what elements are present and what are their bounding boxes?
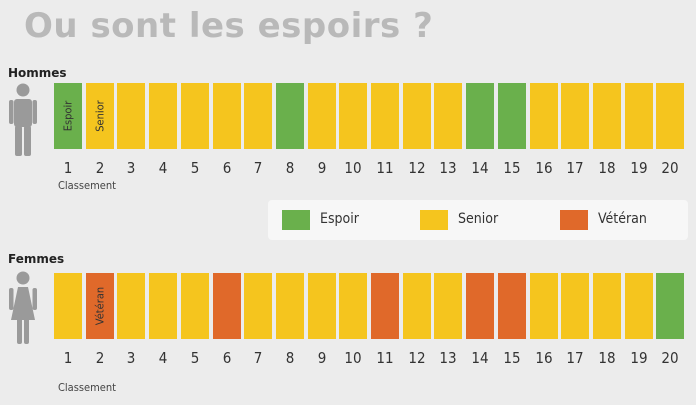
axis-label-femmes: Classement xyxy=(58,381,117,394)
rank-label-femmes-13: 13 xyxy=(439,349,457,367)
rank-box-hommes-17 xyxy=(561,83,589,149)
rank-label-hommes-13: 13 xyxy=(439,159,457,177)
rank-box-femmes-7 xyxy=(244,273,272,339)
rank-box-femmes-19 xyxy=(625,273,653,339)
rank-label-femmes-2: 2 xyxy=(95,349,105,367)
rank-label-femmes-17: 17 xyxy=(566,349,584,367)
rank-label-hommes-7: 7 xyxy=(253,159,263,177)
man-icon xyxy=(9,83,37,156)
rank-label-femmes-14: 14 xyxy=(471,349,489,367)
rank-box-femmes-15 xyxy=(498,273,526,339)
rank-box-femmes-11 xyxy=(371,273,399,339)
femmes-grid: 1 Vétéran 2 3 4 5 6 7 8 9 10 11 12 13 14 15 16 17 18 19 20 xyxy=(54,273,688,383)
rank-label-hommes-16: 16 xyxy=(535,159,553,177)
rank-box-hommes-13 xyxy=(434,83,462,149)
rank-box-hommes-15 xyxy=(498,83,526,149)
rank-box-hommes-6 xyxy=(213,83,241,149)
rank-box-femmes-20 xyxy=(656,273,684,339)
rank-label-hommes-17: 17 xyxy=(566,159,584,177)
group-label-femmes: Femmes xyxy=(8,252,65,266)
rank-label-hommes-19: 19 xyxy=(630,159,648,177)
rank-box-hommes-19 xyxy=(625,83,653,149)
rank-box-hommes-9 xyxy=(308,83,336,149)
rank-label-hommes-4: 4 xyxy=(158,159,168,177)
rank-box-hommes-8 xyxy=(276,83,304,149)
rank-label-hommes-3: 3 xyxy=(126,159,136,177)
rank-label-femmes-12: 12 xyxy=(408,349,426,367)
rank-label-femmes-19: 19 xyxy=(630,349,648,367)
rank-box-hommes-4 xyxy=(149,83,177,149)
woman-icon xyxy=(9,271,37,344)
rank-label-hommes-9: 9 xyxy=(317,159,327,177)
rank-label-femmes-15: 15 xyxy=(503,349,521,367)
legend: Espoir Senior Vétéran xyxy=(268,200,688,240)
rank-box-hommes-12 xyxy=(403,83,431,149)
rank-label-hommes-2: 2 xyxy=(95,159,105,177)
rank-box-femmes-10 xyxy=(339,273,367,339)
axis-label-hommes: Classement xyxy=(58,179,117,192)
rank-box-femmes-12 xyxy=(403,273,431,339)
rank-label-femmes-7: 7 xyxy=(253,349,263,367)
legend-swatch-espoir xyxy=(282,210,310,230)
rank-box-hommes-5 xyxy=(181,83,209,149)
rank-box-hommes-18 xyxy=(593,83,621,149)
chart-title: Ou sont les espoirs ? xyxy=(24,6,434,46)
rank-box-hommes-2: Senior xyxy=(86,83,114,149)
rank-label-hommes-18: 18 xyxy=(598,159,616,177)
rank-label-femmes-18: 18 xyxy=(598,349,616,367)
rank-box-hommes-3 xyxy=(117,83,145,149)
legend-label-senior: Senior xyxy=(458,211,499,227)
rank-box-femmes-14 xyxy=(466,273,494,339)
rank-label-femmes-16: 16 xyxy=(535,349,553,367)
rank-box-hommes-20 xyxy=(656,83,684,149)
rank-box-hommes-11 xyxy=(371,83,399,149)
rank-label-femmes-1: 1 xyxy=(63,349,73,367)
rank-box-femmes-17 xyxy=(561,273,589,339)
rank-label-femmes-4: 4 xyxy=(158,349,168,367)
rank-box-femmes-1 xyxy=(54,273,82,339)
group-label-hommes: Hommes xyxy=(8,66,67,80)
rank-label-hommes-15: 15 xyxy=(503,159,521,177)
rank-box-femmes-16 xyxy=(530,273,558,339)
legend-swatch-senior xyxy=(420,210,448,230)
rank-box-femmes-13 xyxy=(434,273,462,339)
rank-label-hommes-6: 6 xyxy=(222,159,232,177)
rank-label-femmes-5: 5 xyxy=(190,349,200,367)
rank-box-femmes-3 xyxy=(117,273,145,339)
rank-label-hommes-5: 5 xyxy=(190,159,200,177)
rank-label-hommes-14: 14 xyxy=(471,159,489,177)
rank-box-hommes-14 xyxy=(466,83,494,149)
rank-label-hommes-11: 11 xyxy=(376,159,394,177)
hommes-grid: Espoir 1 Senior 2 3 4 5 6 7 8 9 10 11 12 13 14 15 16 17 18 1… xyxy=(54,83,688,193)
rank-box-hommes-16 xyxy=(530,83,558,149)
rank-box-femmes-9 xyxy=(308,273,336,339)
rank-box-femmes-6 xyxy=(213,273,241,339)
rank-box-femmes-5 xyxy=(181,273,209,339)
rank-label-femmes-10: 10 xyxy=(344,349,362,367)
legend-label-espoir: Espoir xyxy=(320,211,359,227)
rank-label-hommes-1: 1 xyxy=(63,159,73,177)
legend-label-veteran: Vétéran xyxy=(598,211,647,227)
rank-label-hommes-10: 10 xyxy=(344,159,362,177)
rank-box-hommes-10 xyxy=(339,83,367,149)
box-label-femmes-2: Vétéran xyxy=(93,286,107,326)
rank-label-femmes-3: 3 xyxy=(126,349,136,367)
rank-label-femmes-11: 11 xyxy=(376,349,394,367)
rank-label-hommes-12: 12 xyxy=(408,159,426,177)
box-label-hommes-2: Senior xyxy=(93,100,107,132)
rank-label-femmes-8: 8 xyxy=(285,349,295,367)
rank-box-femmes-2: Vétéran xyxy=(86,273,114,339)
rank-label-femmes-20: 20 xyxy=(661,349,679,367)
rank-label-hommes-8: 8 xyxy=(285,159,295,177)
rank-box-femmes-4 xyxy=(149,273,177,339)
rank-box-hommes-1: Espoir xyxy=(54,83,82,149)
rank-label-femmes-9: 9 xyxy=(317,349,327,367)
legend-swatch-veteran xyxy=(560,210,588,230)
rank-box-hommes-7 xyxy=(244,83,272,149)
box-label-hommes-1: Espoir xyxy=(61,100,75,132)
rank-box-femmes-8 xyxy=(276,273,304,339)
rank-label-femmes-6: 6 xyxy=(222,349,232,367)
rank-box-femmes-18 xyxy=(593,273,621,339)
rank-label-hommes-20: 20 xyxy=(661,159,679,177)
